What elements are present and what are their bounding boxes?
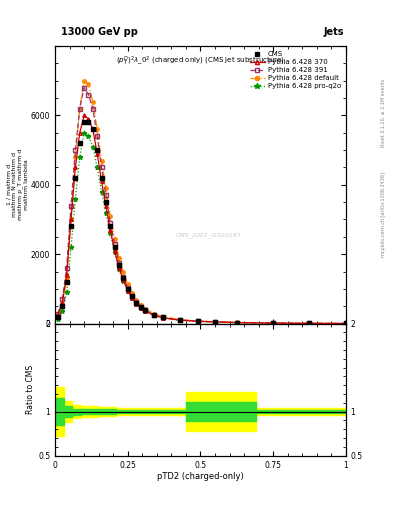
Y-axis label: 1 / mathrm d
mathrm N mathrm d
mathrm p_T mathrm d
mathrm lambda: 1 / mathrm d mathrm N mathrm d mathrm p_… [6, 149, 29, 221]
Text: mcplots.cern.ch [arXiv:1306.3436]: mcplots.cern.ch [arXiv:1306.3436] [381, 173, 386, 258]
Text: CMS_2021_I1920187: CMS_2021_I1920187 [176, 232, 242, 238]
X-axis label: pTD2 (charged-only): pTD2 (charged-only) [157, 472, 244, 481]
Text: Jets: Jets [323, 27, 344, 37]
Y-axis label: Ratio to CMS: Ratio to CMS [26, 365, 35, 414]
Text: 13000 GeV pp: 13000 GeV pp [61, 27, 138, 37]
Text: $(p_T^D)^2\lambda\_0^2$ (charged only) (CMS jet substructure): $(p_T^D)^2\lambda\_0^2$ (charged only) (… [116, 54, 285, 68]
Text: Rivet 3.1.10, ≥ 2.1M events: Rivet 3.1.10, ≥ 2.1M events [381, 78, 386, 147]
Legend: CMS, Pythia 6.428 370, Pythia 6.428 391, Pythia 6.428 default, Pythia 6.428 pro-: CMS, Pythia 6.428 370, Pythia 6.428 391,… [248, 50, 342, 91]
